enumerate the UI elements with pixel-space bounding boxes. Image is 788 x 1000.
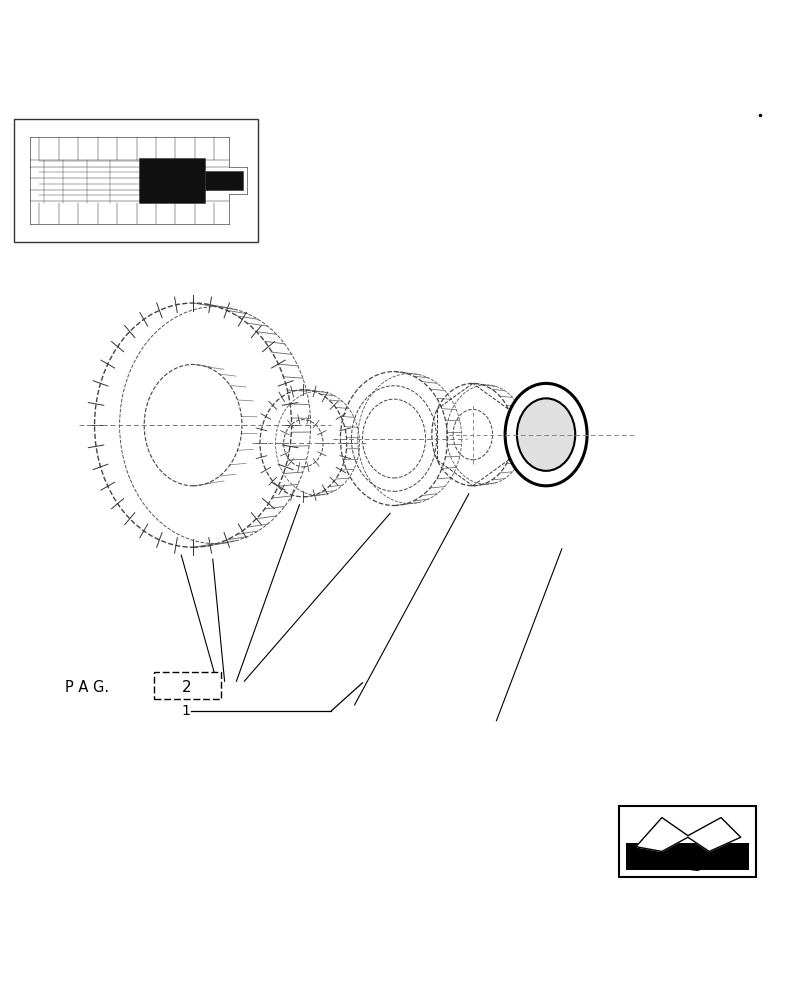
Text: 2: 2 <box>182 680 192 695</box>
Text: P A G.: P A G. <box>65 680 109 695</box>
Bar <box>139 158 205 203</box>
Polygon shape <box>636 818 741 851</box>
Ellipse shape <box>505 383 587 486</box>
Bar <box>626 843 749 870</box>
Polygon shape <box>686 844 745 870</box>
Ellipse shape <box>517 398 575 471</box>
Bar <box>154 672 221 699</box>
Bar <box>619 806 756 877</box>
Bar <box>205 171 243 190</box>
Bar <box>14 119 258 242</box>
Text: 1: 1 <box>181 704 190 718</box>
